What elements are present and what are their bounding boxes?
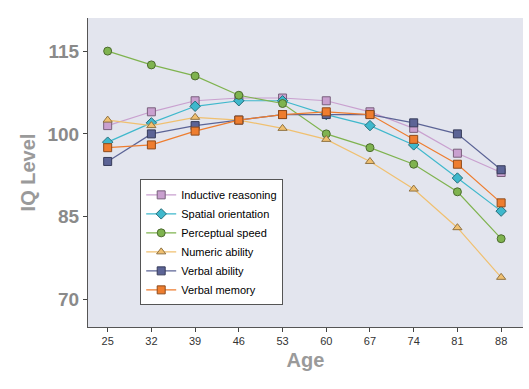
svg-text:53: 53: [276, 335, 288, 347]
svg-text:85: 85: [58, 206, 80, 227]
svg-text:Inductive reasoning: Inductive reasoning: [181, 189, 276, 201]
svg-text:Perceptual speed: Perceptual speed: [181, 227, 267, 239]
svg-text:88: 88: [495, 335, 507, 347]
svg-text:32: 32: [145, 335, 157, 347]
svg-text:115: 115: [49, 41, 80, 62]
svg-text:39: 39: [189, 335, 201, 347]
svg-text:Numeric ability: Numeric ability: [181, 246, 254, 258]
svg-text:Verbal memory: Verbal memory: [181, 284, 255, 296]
svg-text:67: 67: [364, 335, 376, 347]
svg-text:60: 60: [320, 335, 332, 347]
svg-text:70: 70: [58, 289, 79, 310]
svg-text:IQ Level: IQ Level: [17, 134, 39, 212]
svg-text:25: 25: [102, 335, 114, 347]
svg-text:81: 81: [451, 335, 463, 347]
svg-text:Spatial orientation: Spatial orientation: [181, 208, 269, 220]
svg-text:46: 46: [233, 335, 245, 347]
svg-text:Verbal ability: Verbal ability: [181, 265, 244, 277]
svg-text:100: 100: [47, 124, 79, 145]
svg-text:Age: Age: [287, 349, 325, 371]
svg-text:74: 74: [408, 335, 420, 347]
